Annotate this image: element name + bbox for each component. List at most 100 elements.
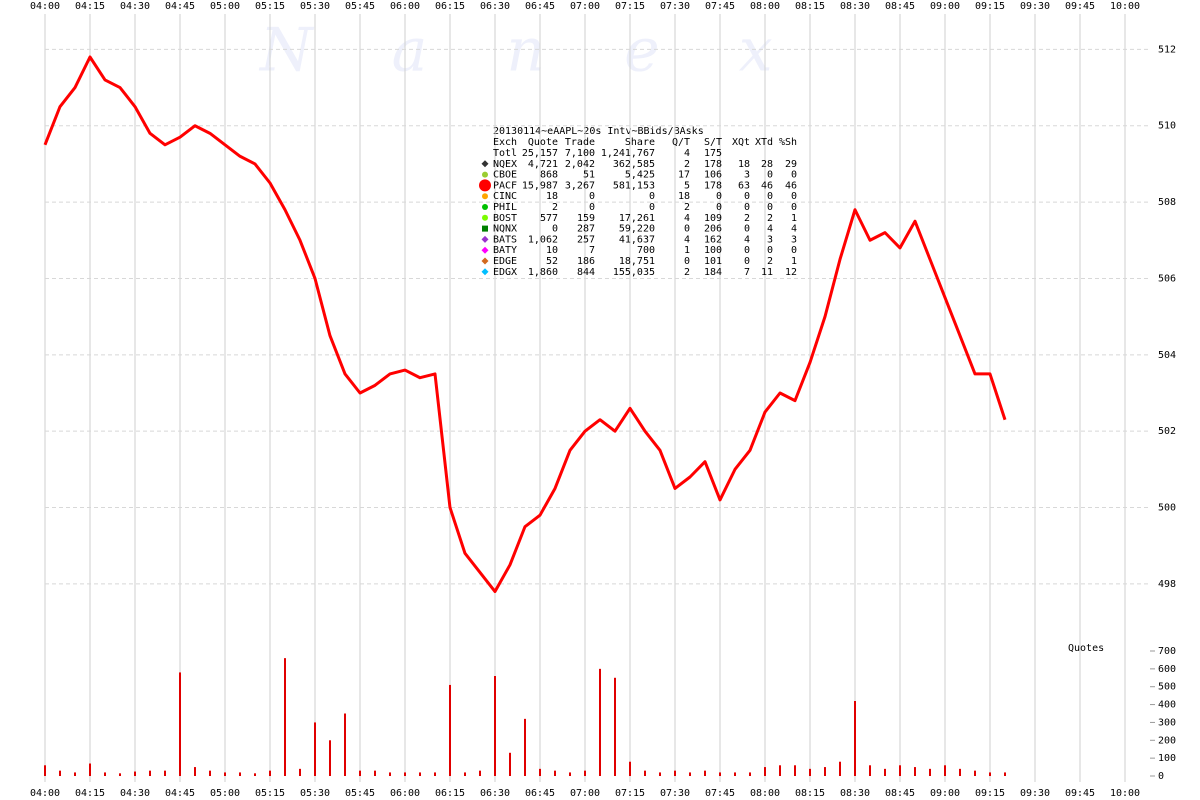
volume-bar xyxy=(89,763,91,776)
volume-bar xyxy=(659,772,661,776)
table-cell: 4 xyxy=(684,148,690,159)
volume-bar xyxy=(584,770,586,776)
volume-bar xyxy=(389,772,391,776)
table-cell: 0 xyxy=(767,170,773,181)
y-tick-label: 100 xyxy=(1158,753,1176,764)
volume-bar xyxy=(599,668,601,776)
table-cell: Share xyxy=(625,137,655,148)
volume-bar xyxy=(344,713,346,776)
x-tick-label: 07:00 xyxy=(570,1,600,12)
table-cell: 155,035 xyxy=(613,267,655,278)
legend-marker xyxy=(482,204,488,210)
x-tick-label: 08:15 xyxy=(795,1,825,12)
table-cell: 2 xyxy=(767,213,773,224)
volume-bar xyxy=(149,770,151,776)
volume-bar xyxy=(464,772,466,776)
volume-bar xyxy=(764,767,766,776)
table-cell: 2 xyxy=(744,213,750,224)
x-tick-label: 07:45 xyxy=(705,788,735,799)
table-cell: NQEX xyxy=(493,159,517,170)
volume-bar xyxy=(689,772,691,776)
table-cell: 7,100 xyxy=(565,148,595,159)
table-cell: 3 xyxy=(744,170,750,181)
x-tick-label: 06:00 xyxy=(390,788,420,799)
x-tick-label: 04:30 xyxy=(120,788,150,799)
volume-bar xyxy=(644,770,646,776)
table-cell: EDGE xyxy=(493,256,517,267)
table-cell: NQNX xyxy=(493,224,517,235)
volume-bar xyxy=(779,765,781,776)
volume-bar xyxy=(254,773,256,776)
volume-bar xyxy=(944,765,946,776)
table-cell: 18 xyxy=(738,159,750,170)
table-cell: 577 xyxy=(540,213,558,224)
volume-bar xyxy=(989,772,991,776)
volume-bar xyxy=(449,684,451,776)
table-cell: 4,721 xyxy=(528,159,558,170)
x-tick-label: 08:45 xyxy=(885,788,915,799)
table-cell: 0 xyxy=(744,245,750,256)
table-cell: 287 xyxy=(577,224,595,235)
table-cell: 12 xyxy=(785,267,797,278)
x-tick-label: 06:45 xyxy=(525,788,555,799)
volume-bar xyxy=(614,677,616,776)
x-tick-label: 07:30 xyxy=(660,788,690,799)
x-tick-label: 08:00 xyxy=(750,1,780,12)
volume-bar xyxy=(959,768,961,776)
table-cell: BATS xyxy=(493,234,517,245)
x-tick-label: 05:00 xyxy=(210,788,240,799)
table-cell: 868 xyxy=(540,170,558,181)
table-cell: 162 xyxy=(704,234,722,245)
x-tick-label: 08:15 xyxy=(795,788,825,799)
volume-bar xyxy=(824,767,826,776)
table-cell: 17,261 xyxy=(619,213,655,224)
table-cell: 3,267 xyxy=(565,180,595,191)
y-tick-label: 200 xyxy=(1158,735,1176,746)
table-cell: 2 xyxy=(684,202,690,213)
table-cell: 3 xyxy=(791,234,797,245)
table-cell: 206 xyxy=(704,224,722,235)
volume-bar xyxy=(524,718,526,776)
table-cell: 4 xyxy=(767,224,773,235)
table-cell: BOST xyxy=(493,213,517,224)
table-cell: XQt xyxy=(732,137,750,148)
volume-bar xyxy=(929,768,931,776)
volume-bar xyxy=(419,772,421,776)
table-cell: 5 xyxy=(684,180,690,191)
y-tick-label: 498 xyxy=(1158,579,1176,590)
y-tick-label: 500 xyxy=(1158,503,1176,514)
table-cell: 581,153 xyxy=(613,180,655,191)
y-tick-label: 400 xyxy=(1158,700,1176,711)
table-cell: EDGX xyxy=(493,267,517,278)
table-cell: %Sh xyxy=(779,137,797,148)
price-line xyxy=(43,55,1007,594)
table-cell: 257 xyxy=(577,234,595,245)
table-cell: 7 xyxy=(589,245,595,256)
x-tick-label: 05:45 xyxy=(345,788,375,799)
x-tick-label: 08:30 xyxy=(840,1,870,12)
x-tick-label: 04:15 xyxy=(75,1,105,12)
table-cell: 0 xyxy=(649,202,655,213)
table-cell: 25,157 xyxy=(522,148,558,159)
x-tick-label: 10:00 xyxy=(1110,1,1140,12)
x-tick-label: 06:30 xyxy=(480,788,510,799)
x-tick-label: 07:00 xyxy=(570,788,600,799)
table-cell: 46 xyxy=(761,180,773,191)
table-cell: 106 xyxy=(704,170,722,181)
x-tick-label: 08:30 xyxy=(840,788,870,799)
volume-bar xyxy=(239,772,241,776)
x-tick-label: 06:00 xyxy=(390,1,420,12)
table-cell: Q/T xyxy=(672,137,690,148)
table-cell: 700 xyxy=(637,245,655,256)
table-cell: 100 xyxy=(704,245,722,256)
table-cell: 0 xyxy=(791,245,797,256)
table-cell: BATY xyxy=(493,245,517,256)
volume-bar xyxy=(884,768,886,776)
volume-bar xyxy=(314,722,316,776)
table-cell: 0 xyxy=(684,224,690,235)
table-cell: 5,425 xyxy=(625,170,655,181)
y-tick-label: 508 xyxy=(1158,197,1176,208)
volume-bar xyxy=(104,772,106,776)
volume-bar xyxy=(839,761,841,776)
legend-marker xyxy=(481,257,489,265)
